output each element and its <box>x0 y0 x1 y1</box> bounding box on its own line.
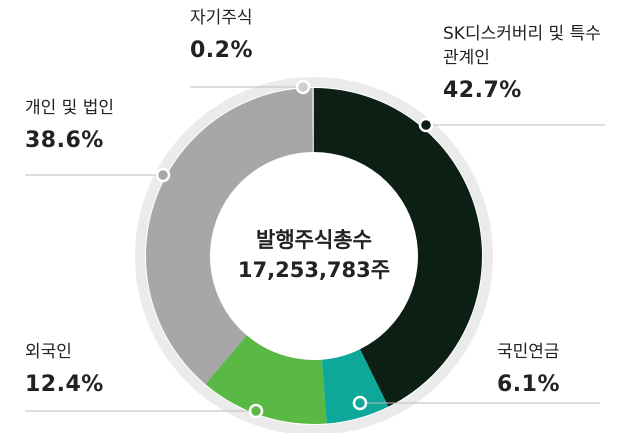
category-label: 외국인 <box>25 342 72 362</box>
leader-dot <box>248 403 264 419</box>
leader-dot <box>155 167 171 183</box>
label: 국민연금 6.1% <box>497 340 617 397</box>
category-label: SK디스커버리 및 특수관계인 <box>443 24 601 68</box>
value-label: 0.2% <box>190 38 254 63</box>
leader-dot <box>418 117 434 133</box>
outer-ring <box>135 77 493 433</box>
donut-segment <box>314 88 482 407</box>
value-label: 12.4% <box>25 372 104 397</box>
label: 개인 및 법인 38.6% <box>25 96 185 153</box>
label: 자기주식 0.2% <box>190 6 310 63</box>
donut-segment <box>146 88 313 385</box>
leader-dot <box>352 395 368 411</box>
value-label: 6.1% <box>497 372 561 397</box>
leader-dot <box>295 79 311 95</box>
value-label: 42.7% <box>443 78 522 103</box>
category-label: 자기주식 <box>190 8 253 28</box>
category-label: 개인 및 법인 <box>25 98 115 118</box>
category-label: 국민연금 <box>497 342 560 362</box>
value-label: 38.6% <box>25 128 104 153</box>
center-title: 발행주식총수 <box>256 228 372 252</box>
donut-segment <box>205 335 327 424</box>
donut-segment <box>311 88 314 153</box>
label: SK디스커버리 및 특수관계인 42.7% <box>443 22 613 103</box>
label: 외국인 12.4% <box>25 340 175 397</box>
center-value: 17,253,783주 <box>237 258 391 282</box>
donut-segment <box>321 349 389 424</box>
